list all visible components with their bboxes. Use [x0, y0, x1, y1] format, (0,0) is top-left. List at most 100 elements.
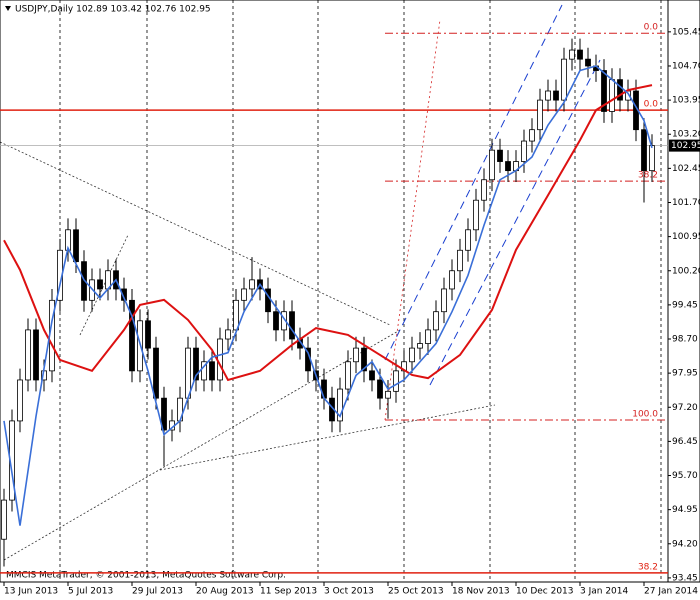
candle-body [241, 288, 247, 301]
y-tick-label: 94.95 [672, 505, 698, 515]
trend-lines [0, 141, 496, 561]
candle-body [337, 388, 343, 422]
channel [384, 4, 601, 386]
candle-body [425, 329, 431, 344]
fib-lines [384, 19, 441, 421]
candle-body [585, 58, 591, 67]
y-tick-label: 105.45 [672, 27, 700, 37]
candle-body [489, 149, 495, 181]
candle-body [609, 79, 615, 112]
candle-body [1, 499, 7, 540]
candle-body [33, 329, 39, 381]
candle-body [473, 199, 479, 231]
y-tick-label: 93.45 [672, 573, 698, 583]
y-tick-label: 99.45 [672, 300, 698, 310]
y-tick-label: 95.70 [672, 471, 698, 481]
channel-line [429, 59, 601, 386]
x-tick-label: 25 Oct 2013 [388, 587, 444, 597]
candle-body [369, 370, 375, 381]
y-tick-label: 103.20 [672, 130, 700, 140]
candle-body [505, 161, 511, 172]
candle-body [361, 347, 367, 372]
candle-body [537, 99, 543, 131]
x-tick-label: 29 Jul 2013 [132, 587, 183, 597]
candle-body [289, 311, 295, 340]
x-tick-label: 20 Aug 2013 [196, 587, 254, 597]
candle-body [217, 338, 223, 381]
candle-body [233, 299, 239, 331]
candle-body [481, 179, 487, 201]
candle-body [465, 229, 471, 251]
x-tick-label: 18 Nov 2013 [452, 587, 510, 597]
candle-body [561, 58, 567, 101]
level-label: 100.0 [632, 410, 658, 420]
y-tick-label: 101.70 [672, 198, 700, 208]
candle-body [569, 49, 575, 60]
candle-body [193, 347, 199, 381]
trend-line [79, 234, 129, 336]
candle-body [385, 390, 391, 399]
candle-body [433, 311, 439, 331]
candle-body [409, 347, 415, 363]
candle-body [209, 361, 215, 381]
candle-body [161, 397, 167, 431]
candle-body [417, 343, 423, 349]
trend-line [159, 404, 496, 471]
candle-body [225, 329, 231, 340]
candle-body [441, 288, 447, 313]
frame [0, 0, 700, 583]
candle-body [153, 347, 159, 399]
menu-arrow [5, 6, 11, 11]
level-label: 0.0 [644, 100, 659, 110]
moving-average [3, 65, 653, 526]
vertical-grid [59, 0, 662, 582]
candle-body [393, 370, 399, 392]
x-tick-label: 3 Oct 2013 [324, 587, 374, 597]
x-tick-label: 10 Dec 2013 [516, 587, 574, 597]
candle-body [641, 129, 647, 172]
candle-body [553, 90, 559, 101]
candle-body [545, 90, 551, 101]
fib-diagonal [384, 19, 441, 421]
y-tick-label: 102.45 [672, 164, 700, 174]
level-label: 38.2 [638, 562, 658, 572]
y-tick-label: 97.95 [672, 369, 698, 379]
candle-body [129, 299, 135, 372]
candle-body [121, 288, 127, 301]
candle-body [353, 347, 359, 363]
x-tick-label: 13 Jun 2013 [4, 587, 58, 597]
candle-body [457, 249, 463, 272]
header: USDJPY,Daily 102.89 103.42 102.76 102.95 [15, 5, 211, 15]
x-tick-label: 11 Sep 2013 [260, 587, 317, 597]
candle-body [497, 149, 503, 162]
moving-average [3, 84, 653, 382]
footer: MMCIS MetaTrader, © 2001-2013, MetaQuote… [6, 571, 286, 581]
y-tick-label: 96.45 [672, 437, 698, 447]
candle-body [273, 311, 279, 331]
x-tick-label: 3 Jan 2014 [580, 587, 628, 597]
y-tick-label: 94.20 [672, 539, 698, 549]
candle-body [577, 49, 583, 60]
level-label: 38.2 [638, 171, 658, 181]
channel-line [384, 4, 563, 361]
candle-body [73, 229, 79, 263]
y-tick-label: 98.70 [672, 335, 698, 345]
candle-body [249, 279, 255, 290]
candle-body [17, 379, 23, 422]
y-tick-label: 104.70 [672, 61, 700, 71]
level-label: 0.0 [644, 23, 659, 33]
x-tick-label: 27 Jan 2014 [644, 587, 698, 597]
candle-body [185, 347, 191, 399]
y-tick-label: 97.20 [672, 403, 698, 413]
candle-body [345, 361, 351, 390]
trend-line [3, 329, 401, 561]
candle-body [601, 70, 607, 112]
x-tick-label: 5 Jul 2013 [68, 587, 113, 597]
y-tick-label: 103.95 [672, 96, 700, 106]
candle-body [25, 329, 31, 381]
last-price-label: 102.95 [671, 141, 700, 151]
candle-body [617, 79, 623, 101]
last-price-box [669, 139, 700, 152]
